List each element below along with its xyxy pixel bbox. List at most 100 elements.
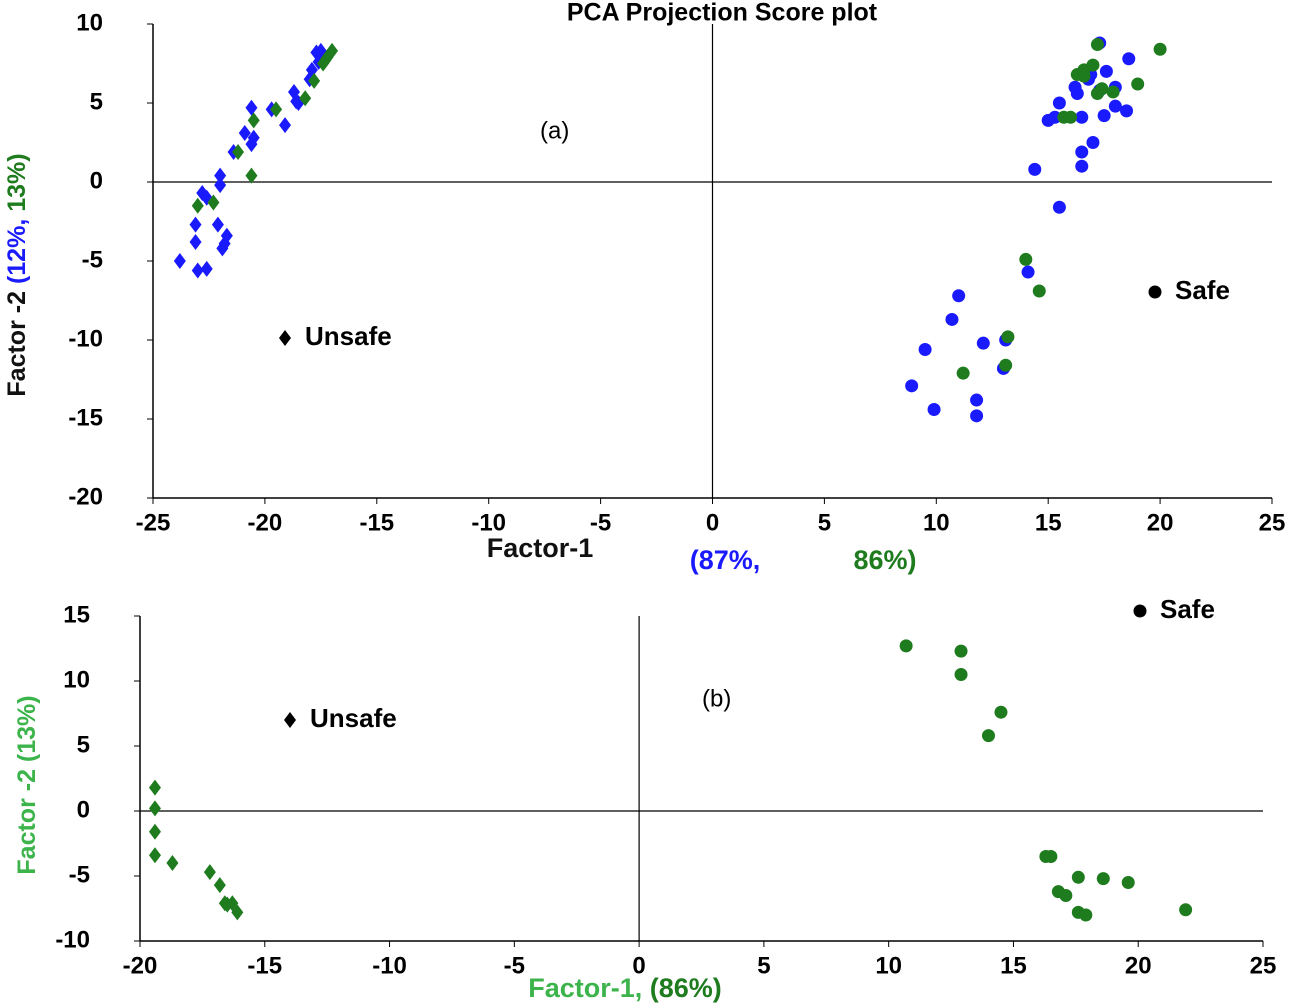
circle-point: [1075, 145, 1089, 159]
diamond-point: [148, 779, 161, 796]
x-tick-label: -15: [359, 509, 394, 536]
circle-point: [1048, 110, 1062, 124]
y-tick-label: -10: [68, 325, 103, 352]
x-tick-label: -5: [504, 952, 525, 979]
x-tick-label: 0: [632, 952, 645, 979]
circle-point: [1032, 284, 1046, 298]
diamond-point: [207, 194, 220, 211]
x-tick-label: 15: [1035, 509, 1062, 536]
circle-point: [945, 312, 959, 326]
diamond-point: [247, 129, 260, 146]
legend-marker: [1133, 604, 1147, 618]
y-tick-label: 15: [63, 601, 90, 628]
circle-point: [1106, 85, 1120, 99]
circle-point: [1077, 69, 1091, 83]
circle-point: [1028, 162, 1042, 176]
circle-point: [1079, 908, 1093, 922]
circle-point: [1090, 38, 1104, 52]
diamond-point: [189, 234, 202, 251]
annotation: (a): [540, 117, 569, 144]
diamond-point: [191, 197, 204, 214]
y-tick-label: 5: [90, 88, 103, 115]
circle-point: [899, 639, 913, 653]
circle-point: [1120, 104, 1134, 118]
circle-point: [1001, 330, 1015, 344]
diamond-point: [189, 216, 202, 233]
circle-point: [954, 668, 968, 681]
x-axis-label: Factor-1, (86%): [528, 973, 722, 1003]
diamond-point: [173, 253, 186, 269]
x-axis-label: (87%,: [690, 545, 761, 575]
x-tick-label: 25: [1259, 509, 1286, 536]
panel: -20 -15 -10 -5 0 5 10 15 20 25 -10 -5 0 5 10 15 Factor-1…: [13, 594, 1277, 1003]
x-tick-label: 10: [923, 509, 950, 536]
diamond-point: [279, 117, 292, 134]
circle-point: [970, 409, 984, 423]
circle-point: [970, 393, 984, 407]
x-axis-label: Factor-1: [487, 533, 594, 563]
diamond-point: [203, 864, 216, 881]
circle-point: [1064, 110, 1078, 124]
x-label-part: Factor-1,: [528, 973, 642, 1003]
x-label-part: (86%): [650, 973, 722, 1003]
x-tick-label: 0: [706, 509, 719, 536]
diamond-point: [247, 112, 260, 129]
x-tick-label: 10: [875, 952, 902, 979]
circle-point: [1099, 64, 1113, 78]
circle-point: [1075, 159, 1089, 173]
circle-point: [1052, 200, 1066, 214]
circle-point: [952, 289, 966, 303]
y-tick-label: 10: [63, 666, 90, 693]
circle-point: [1108, 99, 1122, 113]
y-tick-label: 10: [76, 9, 103, 36]
circle-point: [927, 403, 941, 417]
panel: -25 -20 -15 -10 -5 0 5 10 15 20 25 -20 -15 -10 -5 0 5 10 P…: [3, 0, 1286, 575]
y-label-part: (12%,: [3, 219, 31, 284]
y-tick-label: -15: [68, 404, 103, 431]
diamond-point: [319, 52, 332, 69]
circle-point: [1019, 252, 1033, 266]
x-tick-label: 20: [1125, 952, 1152, 979]
diamond-point: [270, 101, 283, 118]
circle-point: [1121, 876, 1135, 889]
y-tick-label: -10: [55, 926, 90, 953]
x-tick-label: 15: [1000, 952, 1027, 979]
circle-point: [994, 705, 1008, 719]
diamond-point: [148, 800, 161, 817]
circle-point: [1097, 109, 1111, 123]
y-label-part: 13%): [3, 153, 31, 211]
x-tick-label: -10: [471, 509, 506, 536]
circle-point: [954, 644, 968, 658]
x-tick-label: 20: [1147, 509, 1174, 536]
diamond-point: [232, 143, 245, 160]
diamond-point: [308, 72, 321, 89]
annotation: Unsafe: [310, 703, 397, 733]
circle-point: [1086, 136, 1100, 149]
legend-marker: [1148, 285, 1162, 299]
diamond-point: [211, 216, 224, 233]
x-tick-label: -25: [136, 509, 171, 536]
diamond-point: [326, 42, 339, 59]
diamond-point: [245, 99, 258, 116]
x-tick-label: 5: [818, 509, 831, 536]
circle-point: [1122, 52, 1136, 66]
annotation: Safe: [1160, 594, 1215, 624]
circle-point: [1096, 872, 1110, 886]
circle-point: [918, 342, 932, 356]
legend-marker: [284, 712, 296, 728]
diamond-point: [148, 847, 161, 864]
diamond-point: [200, 260, 213, 277]
x-tick-label: -15: [247, 952, 282, 979]
y-tick-label: -20: [68, 483, 103, 510]
diamond-point: [238, 125, 251, 142]
x-tick-label: 5: [757, 952, 770, 979]
circle-point: [1070, 87, 1084, 101]
circle-point: [976, 336, 990, 350]
circle-point: [1153, 42, 1167, 56]
diamond-point: [191, 262, 204, 279]
circle-point: [1131, 77, 1145, 91]
y-label-part: Factor -2 (13%): [13, 695, 41, 874]
annotation: (b): [702, 685, 731, 712]
circle-point: [1059, 889, 1073, 902]
diamond-point: [305, 61, 318, 78]
